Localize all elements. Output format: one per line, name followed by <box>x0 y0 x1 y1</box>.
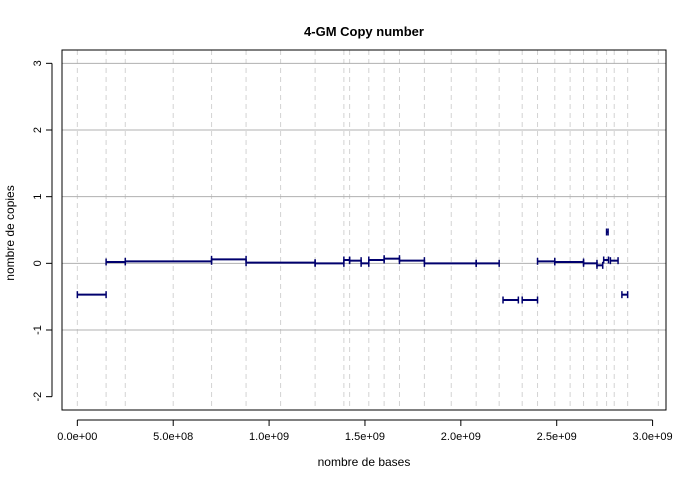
copy-number-segment <box>105 258 127 266</box>
copy-number-segment <box>605 228 609 236</box>
y-tick-label: 2 <box>32 127 44 133</box>
copy-number-segment <box>609 257 619 265</box>
chart-title: 4-GM Copy number <box>304 24 424 39</box>
x-tick-label: 0.0e+00 <box>57 431 97 443</box>
copy-number-segment <box>621 291 629 299</box>
plot-frame <box>61 49 667 411</box>
x-tick-label: 3.0e+09 <box>633 431 673 443</box>
copy-number-segment <box>368 256 385 264</box>
y-tick-label: -1 <box>32 325 44 335</box>
grid <box>62 50 666 410</box>
y-axis: -2 -1 0 1 2 3 <box>32 60 53 402</box>
y-tick-label: -2 <box>32 392 44 402</box>
y-tick-label: 0 <box>32 260 44 266</box>
copy-number-segment <box>360 259 370 267</box>
x-axis-label: nombre de bases <box>318 455 411 469</box>
y-tick-label: 3 <box>32 60 44 66</box>
y-axis-label: nombre de copies <box>3 185 17 280</box>
copy-number-segment <box>582 259 598 267</box>
copy-number-segment <box>554 258 585 266</box>
copy-number-segment <box>210 255 247 263</box>
copy-number-segment <box>343 256 351 264</box>
copy-number-segment <box>423 259 477 267</box>
x-tick-label: 2.5e+09 <box>537 431 577 443</box>
copy-number-segment <box>596 261 604 269</box>
copy-number-segment <box>475 259 500 267</box>
x-tick-label: 1.0e+09 <box>249 431 289 443</box>
x-axis: 0.0e+00 5.0e+08 1.0e+09 1.5e+09 2.0e+09 2.5e+… <box>57 419 673 443</box>
copy-number-segment <box>502 296 520 304</box>
x-tick-label: 1.5e+09 <box>345 431 385 443</box>
x-tick-label: 2.0e+09 <box>441 431 481 443</box>
copy-number-segment <box>521 296 539 304</box>
copy-number-segment <box>383 255 401 263</box>
x-tick-label: 5.0e+08 <box>153 431 193 443</box>
segments <box>76 228 629 304</box>
copy-number-segment <box>76 291 107 299</box>
y-tick-label: 1 <box>32 194 44 200</box>
copy-number-segment <box>602 256 610 264</box>
copy-number-segment <box>314 259 345 267</box>
